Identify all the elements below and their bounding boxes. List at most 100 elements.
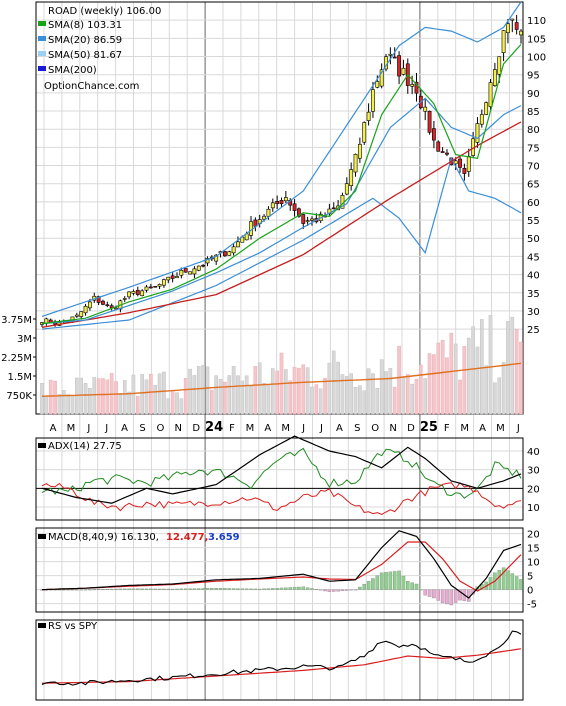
legend-sma8: SMA(8) 103.31 xyxy=(48,20,122,31)
candle-body xyxy=(270,202,275,209)
candle-body xyxy=(196,265,201,271)
month-label: J xyxy=(86,423,90,434)
macd-histogram-bar xyxy=(419,589,423,591)
macd-histogram-bar xyxy=(318,589,323,591)
candle-body xyxy=(131,291,136,294)
macd-histogram-bar xyxy=(70,589,75,591)
volume-bar xyxy=(318,388,323,415)
macd-histogram-bar xyxy=(349,589,353,591)
candle-body xyxy=(96,296,101,303)
candle-body xyxy=(375,81,380,88)
price-tick-label: 80 xyxy=(527,125,540,136)
adx-title: ADX(14) 27.75 xyxy=(48,441,122,452)
volume-bar xyxy=(61,390,66,415)
volume-bar xyxy=(53,380,57,415)
legend-swatch xyxy=(38,51,46,56)
macd-histogram-bar xyxy=(79,589,83,591)
candle-body xyxy=(510,18,515,21)
candle-body xyxy=(492,69,497,86)
volume-bar xyxy=(488,315,493,415)
month-label: F xyxy=(229,423,235,434)
volume-bar xyxy=(284,369,288,415)
volume-bar xyxy=(218,379,223,415)
macd-histogram-bar xyxy=(88,589,92,591)
macd-histogram-bar xyxy=(366,581,371,590)
volume-bar xyxy=(462,346,467,415)
price-tick-label: 85 xyxy=(527,107,540,118)
volume-bar xyxy=(310,386,314,415)
volume-bar xyxy=(266,384,271,415)
rs-legend-swatch xyxy=(38,623,46,628)
volume-bar xyxy=(66,394,70,415)
volume-bar xyxy=(192,375,197,415)
macd-histogram-bar xyxy=(240,588,245,590)
macd-tick-label: 0 xyxy=(527,586,533,597)
volume-bar xyxy=(114,381,118,415)
volume-tick-label: 3M xyxy=(17,334,32,345)
macd-histogram-bar xyxy=(449,589,454,606)
candle-body xyxy=(501,30,506,53)
candle-body xyxy=(357,143,362,159)
candle-body xyxy=(436,141,441,152)
macd-histogram-bar xyxy=(275,587,279,590)
macd-histogram-bar xyxy=(105,589,110,590)
month-label: D xyxy=(192,423,200,434)
volume-bar xyxy=(118,393,123,415)
bollinger-upper-line xyxy=(41,1,522,317)
macd-histogram-bar xyxy=(310,588,314,590)
candle-body xyxy=(305,220,310,223)
macd-legend-swatch xyxy=(38,534,46,539)
macd-histogram-bar xyxy=(353,589,358,591)
macd-histogram-bar xyxy=(131,588,136,590)
volume-bar xyxy=(223,381,227,415)
macd-histogram-bar xyxy=(519,579,523,590)
macd-histogram-bar xyxy=(336,589,340,592)
watermark: OptionChance.com xyxy=(44,81,139,92)
volume-bar xyxy=(471,326,475,415)
macd-title: MACD(8,40,9) 16.130, xyxy=(48,532,159,543)
volume-bar xyxy=(157,373,162,415)
candle-body xyxy=(475,123,480,143)
candle-body xyxy=(344,183,349,195)
month-label: M xyxy=(281,423,290,434)
candle-body xyxy=(292,203,297,211)
candle-body xyxy=(157,284,162,287)
macd-histogram-bar xyxy=(157,588,162,590)
volume-bar xyxy=(257,362,262,415)
legend-sma20: SMA(20) 86.59 xyxy=(48,35,122,46)
macd-histogram-bar xyxy=(140,588,144,590)
sma8-line xyxy=(41,44,522,325)
candle-body xyxy=(484,102,489,115)
macd-histogram-bar xyxy=(284,587,288,590)
volume-bar xyxy=(419,364,423,415)
macd-histogram-bar xyxy=(114,588,118,590)
candle-body xyxy=(349,169,354,187)
candle-body xyxy=(371,89,375,112)
macd-histogram-bar xyxy=(323,589,327,592)
candle-body xyxy=(88,301,92,309)
volume-bar xyxy=(205,366,210,415)
price-tick-label: 25 xyxy=(527,325,540,336)
macd-histogram-bar xyxy=(227,588,231,590)
macd-histogram-bar xyxy=(414,583,419,590)
plus-di-line xyxy=(41,447,522,499)
rs-average-line xyxy=(41,648,522,684)
month-label: S xyxy=(354,423,360,434)
macd-histogram-bar xyxy=(122,588,127,590)
candle-body xyxy=(458,158,462,168)
macd-histogram-bar xyxy=(127,588,131,590)
volume-bar xyxy=(501,362,506,415)
macd-histogram-bar xyxy=(288,587,292,590)
candle-body xyxy=(188,271,192,275)
macd-histogram-bar xyxy=(253,588,258,590)
macd-histogram-bar xyxy=(358,586,362,590)
candle-body xyxy=(183,268,188,273)
legend-sma200: SMA(200) xyxy=(48,65,97,76)
volume-bar xyxy=(262,383,266,415)
macd-histogram-bar xyxy=(292,587,297,590)
candle-body xyxy=(105,304,110,307)
macd-histogram-bar xyxy=(149,588,153,590)
volume-bar xyxy=(401,376,406,415)
volume-bar xyxy=(410,384,414,415)
volume-bar xyxy=(301,364,306,415)
